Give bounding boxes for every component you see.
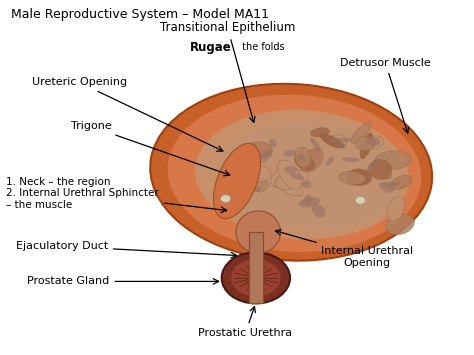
Text: Rugae: Rugae: [190, 41, 232, 54]
Ellipse shape: [387, 196, 405, 222]
Ellipse shape: [168, 94, 421, 252]
Text: Prostatic Urethra: Prostatic Urethra: [199, 306, 292, 338]
Text: Internal Urethral
Opening: Internal Urethral Opening: [275, 230, 413, 268]
Text: Transitional Epithelium: Transitional Epithelium: [160, 21, 295, 122]
Ellipse shape: [379, 182, 393, 193]
Ellipse shape: [299, 197, 320, 208]
Ellipse shape: [374, 151, 411, 170]
Ellipse shape: [386, 214, 414, 235]
Text: the folds: the folds: [239, 42, 285, 52]
Ellipse shape: [365, 160, 378, 172]
Ellipse shape: [310, 128, 329, 137]
Ellipse shape: [295, 147, 311, 168]
Text: Trigone: Trigone: [71, 121, 230, 176]
Ellipse shape: [195, 110, 409, 239]
Ellipse shape: [326, 156, 335, 165]
Ellipse shape: [150, 84, 432, 261]
Ellipse shape: [240, 165, 271, 182]
Ellipse shape: [342, 157, 360, 162]
Circle shape: [220, 195, 231, 202]
Ellipse shape: [304, 195, 312, 206]
Ellipse shape: [299, 149, 323, 172]
Text: Ejaculatory Duct: Ejaculatory Duct: [16, 241, 237, 258]
Polygon shape: [249, 232, 263, 302]
Ellipse shape: [367, 136, 383, 149]
Ellipse shape: [271, 170, 290, 187]
Ellipse shape: [338, 171, 366, 185]
Ellipse shape: [253, 187, 261, 191]
Circle shape: [356, 197, 365, 204]
Ellipse shape: [294, 154, 315, 170]
Ellipse shape: [275, 178, 303, 196]
Ellipse shape: [253, 179, 268, 192]
Text: Prostate Gland: Prostate Gland: [27, 277, 219, 286]
Ellipse shape: [222, 252, 290, 304]
Ellipse shape: [351, 122, 372, 143]
Ellipse shape: [338, 143, 346, 149]
Ellipse shape: [346, 169, 372, 186]
Ellipse shape: [390, 175, 412, 190]
Ellipse shape: [360, 133, 373, 159]
Ellipse shape: [289, 173, 305, 180]
Ellipse shape: [213, 143, 261, 219]
Ellipse shape: [277, 160, 302, 190]
Ellipse shape: [328, 138, 351, 143]
Ellipse shape: [378, 170, 392, 179]
Ellipse shape: [366, 137, 381, 146]
Ellipse shape: [246, 142, 272, 158]
Ellipse shape: [218, 122, 403, 230]
Ellipse shape: [330, 135, 347, 148]
Ellipse shape: [369, 159, 392, 180]
Ellipse shape: [256, 150, 273, 164]
Ellipse shape: [312, 204, 326, 218]
Ellipse shape: [236, 211, 281, 253]
Ellipse shape: [302, 181, 312, 188]
Ellipse shape: [231, 260, 281, 296]
Ellipse shape: [321, 134, 344, 148]
Ellipse shape: [383, 182, 399, 186]
Ellipse shape: [269, 139, 277, 147]
Ellipse shape: [310, 137, 321, 151]
Ellipse shape: [356, 136, 375, 151]
Ellipse shape: [284, 166, 297, 173]
Text: 1. Neck – the region
2. Internal Urethral Sphincter
– the muscle: 1. Neck – the region 2. Internal Urethra…: [6, 177, 227, 213]
Ellipse shape: [275, 170, 309, 189]
Text: Male Reproductive System – Model MA11: Male Reproductive System – Model MA11: [11, 9, 269, 21]
Ellipse shape: [297, 154, 304, 161]
Text: Ureteric Opening: Ureteric Opening: [32, 77, 223, 151]
Text: Detrusor Muscle: Detrusor Muscle: [340, 58, 431, 133]
Ellipse shape: [284, 150, 296, 157]
